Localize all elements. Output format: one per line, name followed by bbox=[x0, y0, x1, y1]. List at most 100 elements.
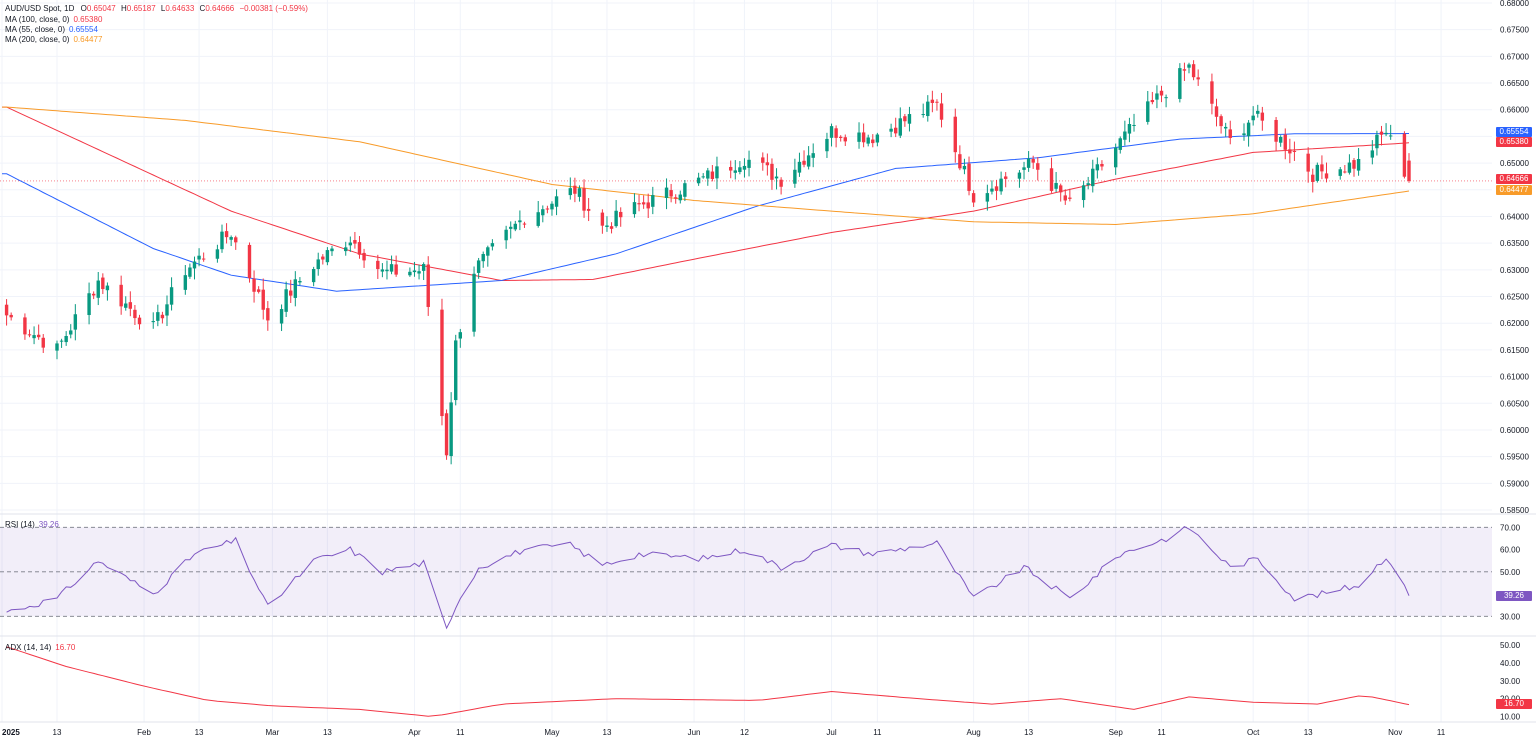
ma200-line[interactable] bbox=[2, 106, 1410, 226]
candle[interactable] bbox=[1292, 141, 1297, 161]
candle[interactable] bbox=[903, 113, 907, 127]
candle[interactable] bbox=[999, 171, 1003, 195]
candle[interactable] bbox=[958, 145, 962, 171]
candle[interactable] bbox=[1068, 188, 1072, 202]
candle[interactable] bbox=[229, 235, 233, 247]
candle[interactable] bbox=[674, 194, 678, 204]
candle[interactable] bbox=[715, 156, 719, 190]
candle[interactable] bbox=[651, 186, 655, 215]
candle[interactable] bbox=[293, 271, 298, 307]
adx-legend[interactable]: ADX (14, 14) 16.70 bbox=[5, 643, 75, 653]
candle[interactable] bbox=[1324, 162, 1329, 183]
candle[interactable] bbox=[907, 106, 912, 132]
candle[interactable] bbox=[893, 117, 898, 138]
candle[interactable] bbox=[729, 160, 733, 179]
candle[interactable] bbox=[1086, 176, 1090, 190]
candle[interactable] bbox=[91, 291, 96, 300]
candle[interactable] bbox=[330, 245, 334, 256]
candle[interactable] bbox=[518, 210, 522, 231]
candle[interactable] bbox=[55, 340, 59, 360]
candle[interactable] bbox=[137, 314, 142, 330]
candle[interactable] bbox=[362, 248, 366, 268]
candle[interactable] bbox=[101, 273, 105, 295]
candle[interactable] bbox=[472, 266, 476, 337]
candle[interactable] bbox=[545, 205, 550, 214]
candle[interactable] bbox=[124, 296, 128, 311]
candle[interactable] bbox=[1123, 120, 1127, 146]
candle[interactable] bbox=[234, 235, 238, 250]
candle[interactable] bbox=[160, 311, 165, 324]
candle[interactable] bbox=[192, 256, 197, 280]
candle[interactable] bbox=[458, 328, 463, 348]
candle[interactable] bbox=[504, 225, 508, 249]
candle[interactable] bbox=[224, 223, 229, 244]
candle[interactable] bbox=[953, 108, 957, 163]
candle[interactable] bbox=[1058, 183, 1063, 202]
ma200-legend[interactable]: MA (200, close, 0) 0.64477 bbox=[5, 35, 102, 45]
candle[interactable] bbox=[476, 257, 481, 279]
candle[interactable] bbox=[742, 158, 747, 178]
candle[interactable] bbox=[701, 173, 705, 179]
candle[interactable] bbox=[1036, 157, 1040, 181]
candle[interactable] bbox=[1251, 106, 1255, 126]
candle[interactable] bbox=[774, 168, 779, 190]
candle[interactable] bbox=[1146, 90, 1150, 125]
candle[interactable] bbox=[1191, 60, 1196, 81]
candle[interactable] bbox=[1274, 117, 1278, 151]
candle[interactable] bbox=[738, 161, 742, 175]
candle[interactable] bbox=[215, 244, 220, 263]
candle[interactable] bbox=[1379, 125, 1384, 146]
candle[interactable] bbox=[1196, 69, 1200, 86]
candle[interactable] bbox=[770, 158, 774, 190]
candle[interactable] bbox=[261, 278, 265, 320]
candle[interactable] bbox=[1187, 62, 1191, 74]
rsi-legend[interactable]: RSI (14) 39.26 bbox=[5, 520, 59, 530]
ma100-line[interactable] bbox=[2, 106, 1410, 281]
candle[interactable] bbox=[412, 261, 417, 277]
adx-line[interactable] bbox=[6, 646, 1410, 717]
candle[interactable] bbox=[1095, 157, 1100, 179]
candle[interactable] bbox=[619, 207, 623, 227]
candle[interactable] bbox=[183, 265, 188, 295]
candle[interactable] bbox=[829, 123, 834, 147]
candle[interactable] bbox=[541, 205, 545, 223]
candle[interactable] bbox=[376, 254, 380, 279]
candle[interactable] bbox=[609, 222, 614, 234]
candle[interactable] bbox=[1402, 131, 1407, 179]
candle[interactable] bbox=[279, 304, 284, 332]
ma55-line[interactable] bbox=[2, 133, 1409, 292]
candle[interactable] bbox=[1182, 62, 1187, 81]
candle[interactable] bbox=[220, 224, 224, 253]
candle[interactable] bbox=[710, 165, 715, 182]
candle[interactable] bbox=[41, 334, 45, 353]
candle[interactable] bbox=[1306, 147, 1310, 183]
candle[interactable] bbox=[1100, 160, 1104, 171]
candle[interactable] bbox=[582, 179, 586, 218]
candle[interactable] bbox=[449, 392, 453, 465]
candle[interactable] bbox=[935, 99, 939, 111]
candle[interactable] bbox=[765, 153, 770, 176]
candle[interactable] bbox=[417, 264, 421, 280]
candle[interactable] bbox=[289, 279, 293, 303]
candle[interactable] bbox=[706, 167, 710, 186]
ma55-legend[interactable]: MA (55, close, 0) 0.65554 bbox=[5, 25, 98, 35]
candle[interactable] bbox=[1343, 164, 1347, 174]
candle[interactable] bbox=[522, 221, 527, 228]
candle[interactable] bbox=[1022, 161, 1026, 180]
candle[interactable] bbox=[1164, 94, 1168, 108]
candle[interactable] bbox=[921, 103, 925, 118]
candle[interactable] bbox=[252, 270, 256, 303]
candle[interactable] bbox=[637, 194, 641, 212]
candle[interactable] bbox=[165, 295, 169, 327]
candle[interactable] bbox=[1407, 153, 1411, 183]
candle[interactable] bbox=[797, 152, 802, 177]
candle[interactable] bbox=[1228, 120, 1232, 145]
candle[interactable] bbox=[284, 281, 288, 318]
candle[interactable] bbox=[316, 252, 320, 276]
candle[interactable] bbox=[426, 256, 430, 316]
candle[interactable] bbox=[600, 209, 605, 234]
candle[interactable] bbox=[1388, 124, 1393, 140]
candle[interactable] bbox=[105, 282, 110, 301]
candle[interactable] bbox=[811, 143, 815, 168]
